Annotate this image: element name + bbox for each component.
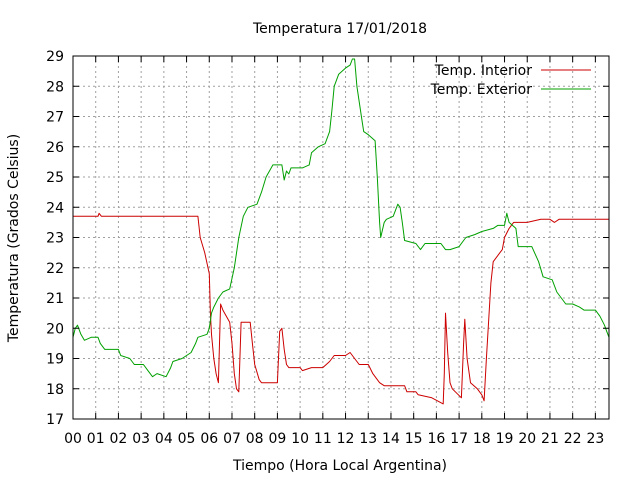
x-tick-label: 04	[155, 431, 173, 447]
y-tick-label: 19	[46, 352, 64, 368]
y-tick-label: 18	[46, 382, 64, 398]
y-tick-label: 23	[46, 231, 64, 247]
x-tick-label: 13	[359, 431, 377, 447]
x-tick-label: 03	[132, 431, 150, 447]
x-tick-label: 02	[110, 431, 128, 447]
x-tick-label: 08	[246, 431, 264, 447]
x-tick-label: 11	[314, 431, 332, 447]
x-tick-label: 22	[564, 431, 582, 447]
y-tick-label: 27	[46, 110, 64, 126]
legend-label-exterior: Temp. Exterior	[430, 82, 533, 98]
x-tick-label: 01	[87, 431, 105, 447]
x-axis-label: Tiempo (Hora Local Argentina)	[232, 458, 447, 474]
y-tick-labels: 17 18 19 20 21 22 23 24 25 26 27 28 29	[46, 49, 64, 428]
x-tick-label: 16	[427, 431, 445, 447]
axis-ticks	[72, 55, 609, 420]
x-tick-label: 10	[291, 431, 309, 447]
x-tick-label: 09	[268, 431, 286, 447]
x-tick-label: 18	[473, 431, 491, 447]
y-tick-label: 17	[46, 412, 64, 428]
series-line-interior	[73, 212, 609, 405]
x-tick-label: 06	[200, 431, 218, 447]
x-tick-label: 15	[405, 431, 423, 447]
legend: Temp. Interior Temp. Exterior	[430, 63, 591, 98]
x-tick-label: 17	[450, 431, 468, 447]
series-layer	[72, 58, 610, 405]
y-tick-label: 22	[46, 261, 64, 277]
y-tick-label: 25	[46, 170, 64, 186]
y-axis-label: Temperatura (Grados Celsius)	[6, 134, 22, 343]
x-tick-label: 12	[337, 431, 355, 447]
y-tick-label: 29	[46, 49, 64, 65]
y-tick-label: 26	[46, 140, 64, 156]
legend-label-interior: Temp. Interior	[434, 63, 533, 79]
x-tick-label: 20	[518, 431, 536, 447]
y-tick-label: 21	[46, 291, 64, 307]
series-line-exterior	[72, 58, 610, 378]
y-tick-label: 24	[46, 200, 64, 216]
grid-lines	[73, 56, 609, 419]
x-tick-label: 21	[541, 431, 559, 447]
chart-title: Temperatura 17/01/2018	[252, 21, 427, 37]
x-tick-label: 14	[382, 431, 400, 447]
y-tick-label: 20	[46, 321, 64, 337]
y-tick-label: 28	[46, 79, 64, 95]
x-tick-label: 19	[496, 431, 514, 447]
x-tick-label: 05	[178, 431, 196, 447]
x-tick-label: 07	[223, 431, 241, 447]
x-tick-label: 00	[64, 431, 82, 447]
x-tick-label: 23	[586, 431, 604, 447]
x-tick-labels: 00 01 02 03 04 05 06 07 08 09 10 11 12 13 14 15 16 17 18 19…	[64, 431, 604, 447]
